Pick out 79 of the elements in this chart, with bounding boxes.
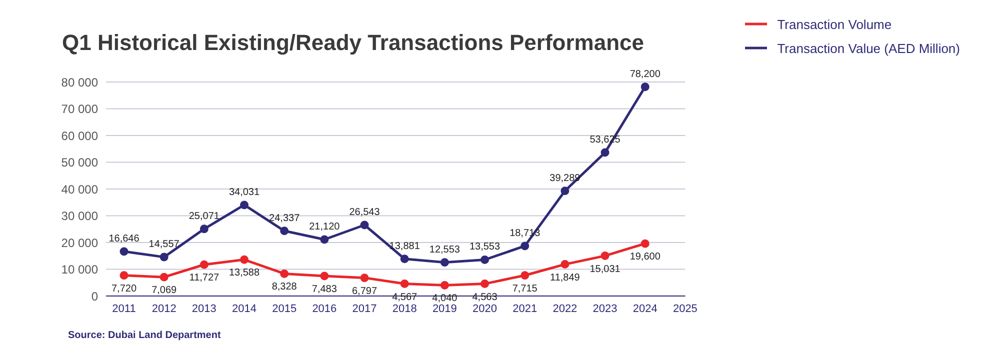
point (520, 271, 530, 280)
point (600, 148, 610, 157)
point (200, 224, 208, 234)
point (360, 274, 369, 282)
point (640, 82, 650, 92)
data-label: 13,881 (389, 240, 420, 252)
chart-title: Q1 Historical Existing/Ready Transactions Performance (62, 30, 644, 56)
point (240, 200, 249, 210)
point (560, 260, 570, 269)
y-tick-label: 0 (91, 289, 98, 304)
y-tick-label: 60 000 (61, 128, 98, 143)
point (200, 260, 208, 269)
point (400, 280, 409, 288)
point (120, 271, 128, 280)
source-note: Source: Dubai Land Department (68, 330, 221, 341)
data-label: 7,720 (111, 283, 137, 294)
x-tick-label: 2011 (112, 302, 136, 315)
data-label: 14,557 (148, 239, 180, 250)
x-tick-label: 2016 (312, 302, 337, 315)
data-label: 25,071 (188, 210, 220, 222)
point (160, 252, 168, 262)
point (480, 255, 490, 264)
point (280, 226, 289, 236)
data-label: 19,600 (630, 252, 661, 263)
data-label: 11,849 (550, 272, 580, 284)
point (480, 280, 490, 288)
point (360, 220, 369, 230)
y-tick-label: 50 000 (61, 156, 98, 170)
point (320, 235, 329, 244)
point (400, 254, 409, 264)
data-label: 7,715 (512, 283, 538, 294)
x-tick-label: 2018 (392, 302, 417, 315)
point (640, 239, 650, 248)
y-tick-label: 30 000 (61, 209, 98, 224)
y-tick-label: 70 000 (61, 102, 98, 116)
x-tick-label: 2020 (472, 302, 498, 315)
legend-label: Transaction Volume (776, 16, 893, 34)
x-tick-label: 2023 (592, 302, 618, 315)
data-label: 24,337 (269, 212, 300, 224)
y-tick-label: 40 000 (61, 182, 98, 196)
y-tick-label: 80 000 (61, 75, 98, 90)
x-tick-label: 2015 (272, 302, 297, 315)
x-tick-label: 2013 (192, 302, 216, 315)
x-tick-label: 2024 (632, 302, 658, 315)
x-tick-label: 2014 (232, 302, 256, 315)
data-label: 6,797 (352, 286, 378, 297)
point (280, 269, 289, 278)
data-label: 4,040 (432, 293, 458, 304)
x-tick-label: 2022 (552, 302, 578, 315)
data-label: 11,727 (189, 272, 220, 284)
point (440, 280, 449, 290)
x-tick-label: 2017 (352, 302, 377, 315)
data-label: 7,483 (312, 284, 338, 295)
data-label: 16,646 (108, 233, 140, 244)
y-tick-label: 20 000 (61, 236, 98, 250)
data-label: 13,553 (469, 242, 500, 253)
y-tick-label: 10 000 (61, 262, 98, 277)
data-label: 15,031 (590, 264, 621, 275)
data-label: 34,031 (228, 186, 260, 198)
data-label: 7,069 (152, 285, 178, 296)
x-tick-label: 2021 (512, 302, 538, 315)
point (560, 186, 570, 196)
data-label: 78,200 (630, 68, 661, 80)
legend-label: Transaction Value (AED Million) (776, 40, 960, 58)
data-label: 26,543 (349, 206, 380, 218)
point (120, 247, 128, 256)
data-label: 8,328 (272, 282, 298, 293)
point (240, 255, 249, 264)
x-tick-label: 2012 (152, 302, 176, 315)
data-label: 13,588 (228, 268, 260, 279)
point (440, 258, 449, 267)
point (520, 242, 530, 250)
point (160, 272, 168, 282)
x-tick-label: 2025 (672, 302, 698, 315)
point (600, 252, 610, 260)
point (320, 272, 329, 280)
data-label: 12,553 (429, 244, 460, 256)
x-tick-label: 2019 (432, 302, 457, 315)
data-label: 21,120 (309, 222, 340, 233)
